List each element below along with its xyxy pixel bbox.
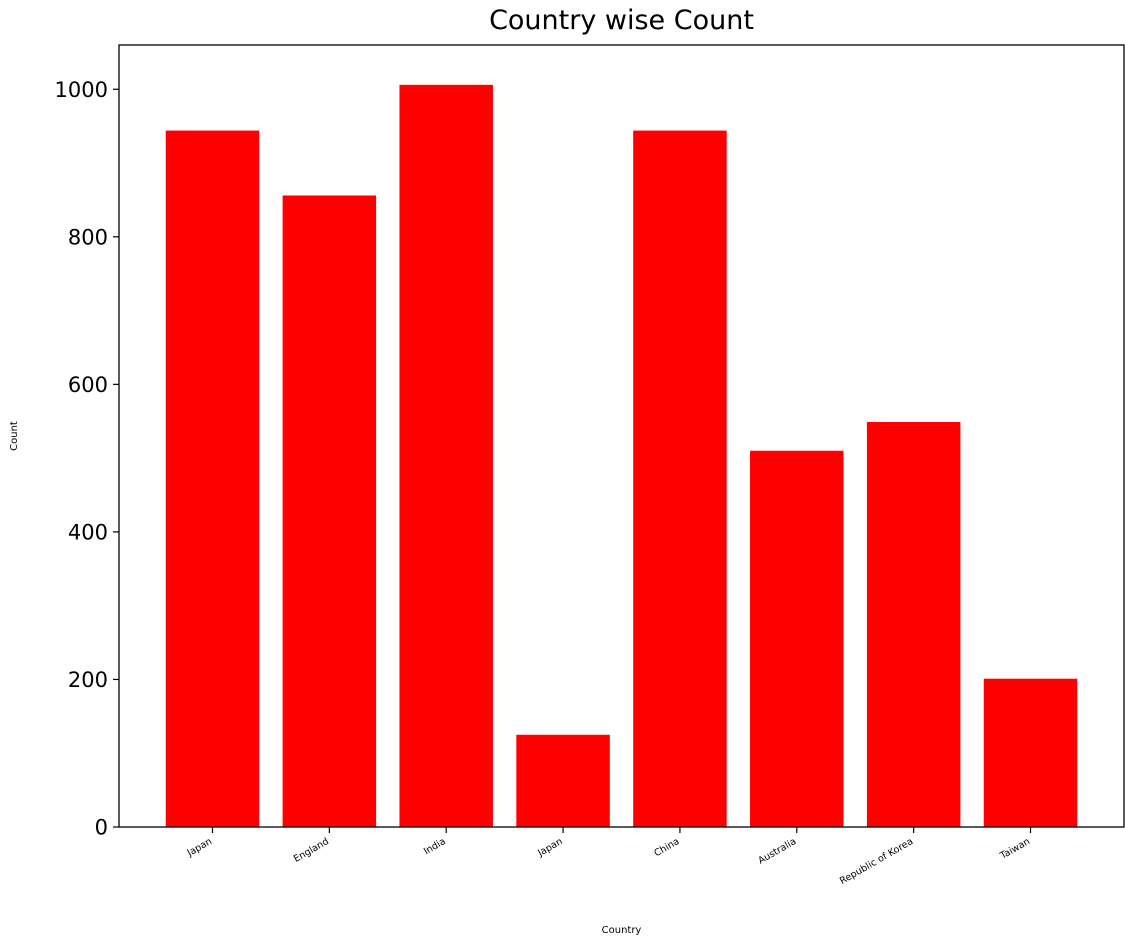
bar-6 <box>866 421 961 827</box>
plot-area-frame <box>118 44 1125 828</box>
y-tick-label-0: 0 <box>95 816 108 840</box>
bar-0 <box>165 130 260 827</box>
bar-4 <box>633 130 727 827</box>
bar-2 <box>399 84 493 827</box>
x-tick-label-4: China <box>652 836 681 859</box>
y-tick-label-5: 1000 <box>55 78 108 102</box>
y-tick-label-2: 400 <box>68 520 108 544</box>
x-tick-label-0: Japan <box>185 836 214 859</box>
bar-3 <box>516 734 610 827</box>
x-axis-label: Country <box>602 925 642 936</box>
bar-7 <box>983 678 1078 827</box>
bar-1 <box>282 195 377 827</box>
bar-5 <box>750 450 844 827</box>
x-tick-label-5: Australia <box>756 836 798 867</box>
y-tick-label-1: 200 <box>68 668 108 692</box>
bars-layer <box>165 84 1078 827</box>
x-tick-label-2: India <box>422 836 448 857</box>
x-tick-label-7: Taiwan <box>998 836 1032 862</box>
y-tick-label-4: 800 <box>68 225 108 249</box>
y-tick-label-3: 600 <box>68 373 108 397</box>
y-axis-label: Count <box>9 421 20 451</box>
chart-title: Country wise Count <box>489 5 754 36</box>
x-tick-label-1: England <box>292 836 331 865</box>
x-tick-label-3: Japan <box>535 836 564 859</box>
x-tick-label-6: Republic of Korea <box>838 836 915 887</box>
